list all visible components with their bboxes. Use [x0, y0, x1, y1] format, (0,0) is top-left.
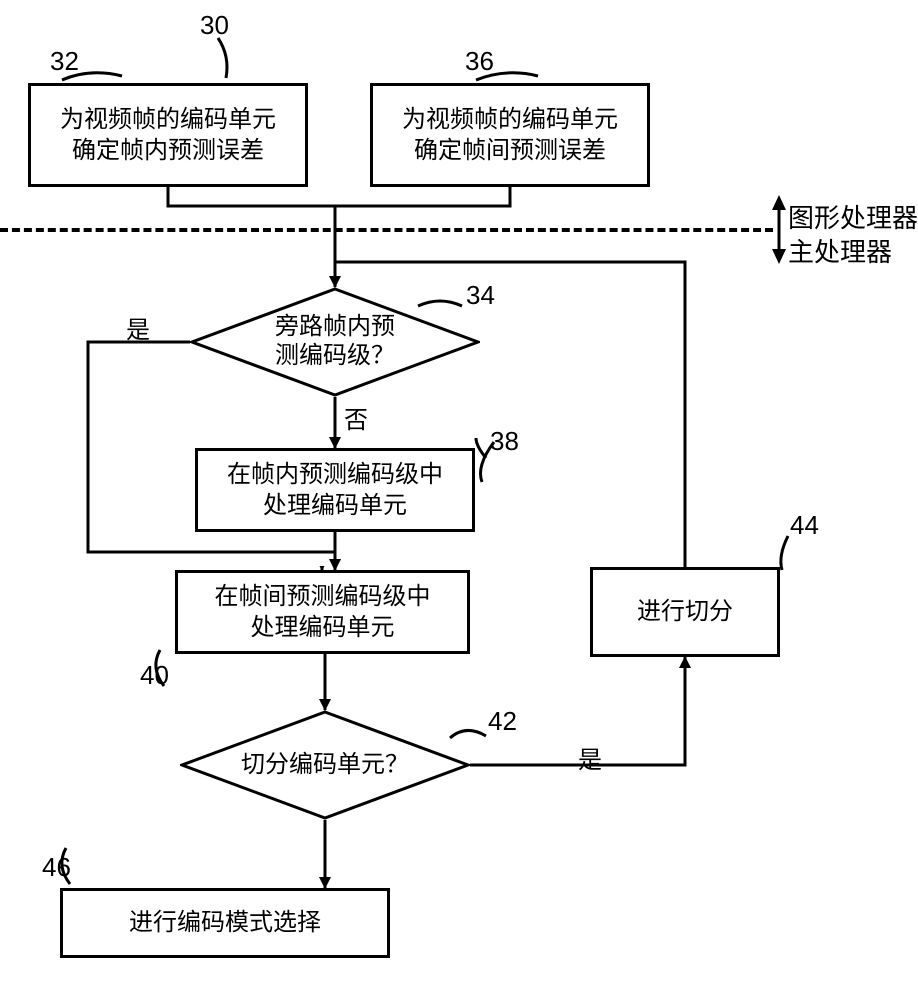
label-34: 34 [466, 280, 495, 311]
label-46: 46 [42, 852, 71, 883]
node-44: 进行切分 [590, 567, 780, 657]
node-40-text: 在帧间预测编码级中 处理编码单元 [215, 581, 431, 643]
label-32: 32 [50, 46, 79, 77]
node-36: 为视频帧的编码单元 确定帧间预测误差 [370, 83, 650, 187]
node-34-text: 旁路帧内预 测编码级？ [190, 287, 480, 397]
node-42: 切分编码单元？ [180, 710, 470, 820]
label-40: 40 [140, 660, 169, 691]
node-36-text: 为视频帧的编码单元 确定帧间预测误差 [402, 104, 618, 166]
label-36: 36 [465, 46, 494, 77]
node-32: 为视频帧的编码单元 确定帧内预测误差 [28, 83, 308, 187]
node-40: 在帧间预测编码级中 处理编码单元 [175, 570, 470, 654]
edge-label-yes-42: 是 [578, 740, 602, 775]
node-38-text: 在帧内预测编码级中 处理编码单元 [227, 459, 443, 521]
node-32-text: 为视频帧的编码单元 确定帧内预测误差 [60, 104, 276, 166]
node-38: 在帧内预测编码级中 处理编码单元 [195, 448, 475, 532]
edge-label-no-42: 否 [336, 830, 360, 865]
label-38: 38 [490, 426, 519, 457]
edge-label-no-34: 否 [344, 400, 368, 435]
node-34: 旁路帧内预 测编码级？ [190, 287, 480, 397]
node-46-overlay: 进行编码模式选择 [60, 888, 390, 958]
node-44-text: 进行切分 [637, 596, 733, 627]
region-label-gpu: 图形处理器 [788, 198, 918, 235]
region-divider [0, 228, 773, 232]
edge-label-yes-34: 是 [126, 310, 150, 345]
node-42-text: 切分编码单元？ [180, 710, 470, 820]
label-42: 42 [488, 706, 517, 737]
flowchart-container: 图形处理器 主处理器 为视频帧的编码单元 确定帧内预测误差 为视频帧的编码单元 … [0, 0, 918, 1000]
label-30: 30 [200, 10, 229, 41]
region-label-cpu: 主处理器 [788, 232, 892, 269]
label-44: 44 [790, 510, 819, 541]
